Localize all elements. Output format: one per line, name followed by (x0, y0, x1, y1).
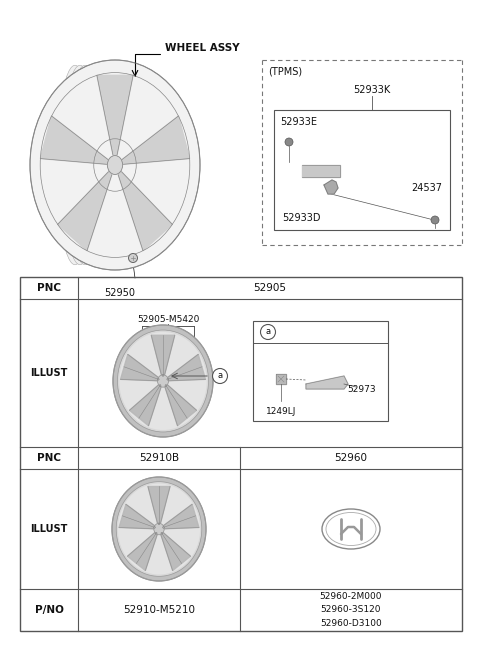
Text: WHEEL ASSY: WHEEL ASSY (165, 43, 240, 53)
Circle shape (162, 374, 164, 376)
Bar (253, 321, 388, 421)
Text: 52910-M5210: 52910-M5210 (123, 605, 195, 615)
Circle shape (158, 523, 160, 525)
Polygon shape (148, 487, 170, 524)
Text: PNC: PNC (37, 453, 61, 463)
Ellipse shape (62, 65, 98, 265)
Ellipse shape (72, 65, 108, 265)
Polygon shape (40, 116, 108, 164)
Circle shape (161, 532, 163, 534)
Ellipse shape (118, 484, 200, 574)
Circle shape (167, 378, 168, 380)
Polygon shape (118, 171, 172, 251)
Circle shape (159, 384, 161, 386)
Circle shape (163, 526, 164, 528)
Polygon shape (97, 76, 133, 155)
Circle shape (431, 216, 439, 224)
Polygon shape (324, 180, 338, 194)
Bar (20, 277, 462, 631)
Text: 52933E: 52933E (280, 117, 317, 127)
Text: 52950: 52950 (105, 288, 135, 298)
Text: 52973: 52973 (348, 384, 376, 394)
Text: 52960-2M000
52960-3S120
52960-D3100: 52960-2M000 52960-3S120 52960-D3100 (320, 593, 382, 627)
Ellipse shape (112, 477, 206, 581)
Circle shape (157, 378, 159, 380)
Ellipse shape (92, 65, 128, 265)
Text: 52905: 52905 (253, 283, 287, 293)
Polygon shape (119, 505, 155, 529)
Polygon shape (130, 384, 161, 426)
Circle shape (129, 254, 137, 263)
Text: a: a (265, 327, 271, 336)
Ellipse shape (77, 65, 113, 265)
Circle shape (165, 384, 167, 386)
Polygon shape (302, 165, 340, 177)
Text: 52960: 52960 (335, 453, 368, 463)
Ellipse shape (157, 375, 168, 387)
Ellipse shape (154, 523, 164, 535)
Circle shape (261, 325, 276, 340)
Text: 52905-M5420: 52905-M5420 (137, 315, 199, 323)
Ellipse shape (57, 65, 93, 265)
Ellipse shape (82, 65, 118, 265)
Ellipse shape (108, 156, 123, 175)
Text: ILLUST: ILLUST (30, 368, 68, 378)
Circle shape (213, 369, 228, 384)
Ellipse shape (113, 325, 213, 437)
Polygon shape (276, 374, 286, 384)
Text: 52933D: 52933D (282, 213, 321, 223)
Bar (274, 110, 450, 230)
Polygon shape (58, 171, 112, 251)
Circle shape (154, 526, 156, 528)
Circle shape (285, 138, 293, 146)
Ellipse shape (322, 509, 380, 549)
Polygon shape (306, 376, 348, 389)
Text: P/NO: P/NO (35, 605, 63, 615)
Polygon shape (120, 354, 159, 381)
Text: ILLUST: ILLUST (30, 524, 68, 534)
Text: 24537: 24537 (411, 183, 442, 193)
Polygon shape (122, 116, 190, 164)
Text: (TPMS): (TPMS) (268, 67, 302, 77)
Ellipse shape (87, 65, 123, 265)
Polygon shape (161, 532, 191, 570)
Text: 52910B: 52910B (139, 453, 179, 463)
Polygon shape (167, 354, 205, 381)
Polygon shape (165, 384, 196, 426)
Circle shape (156, 532, 157, 534)
Ellipse shape (116, 482, 202, 576)
Text: 1249LJ: 1249LJ (266, 407, 296, 415)
Polygon shape (128, 532, 157, 570)
Ellipse shape (67, 65, 103, 265)
Polygon shape (151, 335, 175, 376)
Ellipse shape (30, 60, 200, 270)
Polygon shape (163, 505, 199, 529)
Ellipse shape (118, 330, 208, 432)
Ellipse shape (119, 332, 207, 430)
Text: PNC: PNC (37, 283, 61, 293)
Text: 52933K: 52933K (353, 85, 391, 95)
Text: a: a (217, 371, 223, 380)
